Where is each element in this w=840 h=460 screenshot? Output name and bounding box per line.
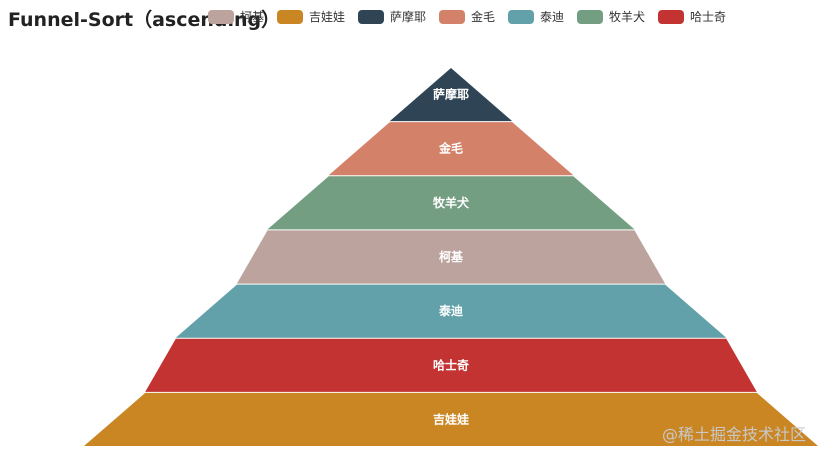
legend-label: 吉娃娃: [309, 10, 345, 24]
legend-item[interactable]: 柯基: [208, 10, 264, 24]
legend[interactable]: 柯基 吉娃娃 萨摩耶 金毛 泰迪 牧羊犬 哈士奇: [208, 9, 726, 24]
funnel-segment-label: 吉娃娃: [433, 411, 469, 426]
legend-item[interactable]: 哈士奇: [658, 10, 726, 24]
legend-item[interactable]: 吉娃娃: [277, 10, 345, 24]
funnel-segment-label: 金毛: [438, 141, 463, 156]
funnel-segment[interactable]: [389, 68, 513, 122]
legend-item[interactable]: 牧羊犬: [577, 9, 645, 24]
funnel-segment[interactable]: [267, 176, 635, 230]
legend-swatch: [208, 10, 234, 24]
legend-item[interactable]: 泰迪: [508, 10, 564, 24]
legend-swatch: [508, 10, 534, 24]
funnel-segment[interactable]: [175, 284, 727, 338]
funnel-segment-label: 哈士奇: [433, 357, 469, 372]
legend-swatch: [439, 10, 465, 24]
funnel-segment-label: 牧羊犬: [433, 195, 470, 210]
funnel-segment-label: 泰迪: [438, 303, 463, 318]
funnel-segment[interactable]: [236, 230, 666, 284]
funnel-segment[interactable]: [328, 122, 574, 176]
funnel-segment[interactable]: [84, 392, 818, 446]
legend-label: 哈士奇: [690, 10, 726, 24]
funnel-segment-label: 萨摩耶: [433, 87, 469, 102]
watermark: @稀土掘金技术社区: [662, 425, 806, 444]
legend-label: 萨摩耶: [390, 9, 426, 24]
legend-label: 金毛: [471, 9, 495, 24]
legend-label: 泰迪: [540, 10, 564, 24]
legend-swatch: [658, 10, 684, 24]
legend-item[interactable]: 萨摩耶: [358, 9, 426, 24]
legend-swatch: [577, 10, 603, 24]
funnel-segment-label: 柯基: [439, 249, 464, 264]
legend-swatch: [358, 10, 384, 24]
legend-swatch: [277, 10, 303, 24]
funnel-segment[interactable]: [145, 338, 757, 392]
legend-label: 牧羊犬: [609, 9, 645, 24]
legend-label: 柯基: [240, 10, 264, 24]
legend-item[interactable]: 金毛: [439, 9, 495, 24]
